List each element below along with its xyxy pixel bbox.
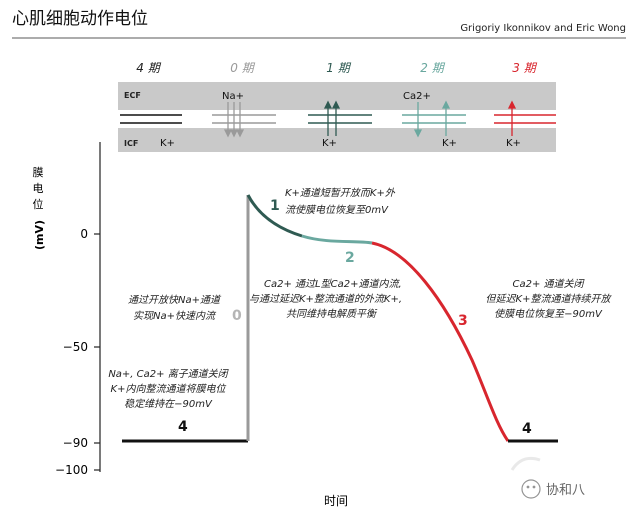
y-axis-label-char: 位 bbox=[33, 197, 44, 211]
chat-bubble-icon bbox=[521, 479, 541, 499]
phase-title-4: 4 期 bbox=[136, 61, 161, 75]
ion-label-k-phase3: K+ bbox=[506, 138, 521, 149]
annotation-phase2: Ca2+ 通过L型Ca2+通道内流, 与通过延迟K+整流通道的外流K+, 共同维… bbox=[249, 278, 402, 320]
ion-label-k-phase4: K+ bbox=[160, 138, 175, 149]
phase-title-1: 1 期 bbox=[326, 61, 351, 75]
annotation-line: 流使膜电位恢复至0mV bbox=[285, 204, 389, 216]
annotation-line: 实现Na+快速内流 bbox=[133, 310, 217, 322]
y-tick-0: 0 bbox=[80, 227, 88, 241]
y-tick-minus90: −90 bbox=[63, 436, 88, 450]
annotation-line: 稳定维持在−90mV bbox=[124, 398, 213, 410]
phase-title-3: 3 期 bbox=[512, 61, 537, 75]
y-tick-minus100: −100 bbox=[55, 463, 88, 477]
ion-label-k-phase1: K+ bbox=[322, 138, 337, 149]
ion-label-k-phase2: K+ bbox=[442, 138, 457, 149]
annotation-line: 与通过延迟K+整流通道的外流K+, bbox=[249, 293, 402, 305]
page-title: 心肌细胞动作电位 bbox=[12, 9, 148, 29]
annotation-line: 共同维持电解质平衡 bbox=[286, 308, 378, 320]
k-efflux-arrows-phase1 bbox=[323, 100, 341, 136]
annotation-line: K+通道短暂开放而K+外 bbox=[285, 187, 396, 199]
k-efflux-arrow-phase3 bbox=[507, 100, 517, 136]
curve-label-phase0: 0 bbox=[232, 308, 242, 324]
action-potential-curve bbox=[122, 194, 558, 443]
y-tick-minus50: −50 bbox=[63, 340, 88, 354]
annotation-phase4: Na+, Ca2+ 离子通道关闭 K+内向整流通道将膜电位 稳定维持在−90mV bbox=[108, 368, 229, 410]
curve-phase3-repolarization bbox=[371, 241, 510, 442]
y-axis bbox=[94, 142, 101, 472]
ion-label-na-phase0: Na+ bbox=[222, 91, 244, 102]
credit-text: Grigoriy Ikonnikov and Eric Wong bbox=[460, 23, 626, 34]
ca-k-arrows-phase2 bbox=[413, 100, 451, 138]
curve-label-phase4-left: 4 bbox=[178, 419, 188, 435]
phase-title-0: 0 期 bbox=[230, 61, 255, 75]
annotation-line: Ca2+ 通过L型Ca2+通道内流, bbox=[264, 278, 402, 290]
annotation-line: Ca2+ 通道关闭 bbox=[512, 278, 585, 290]
curve-label-phase1: 1 bbox=[270, 198, 280, 214]
curve-phase1-repolarization bbox=[246, 194, 303, 238]
lipid-bilayer-gap bbox=[118, 110, 556, 128]
ecf-label: ECF bbox=[124, 91, 141, 100]
na-influx-arrows bbox=[223, 102, 245, 138]
membrane-panel: ECF ICF K+ Na+ K+ Ca2+ K+ K+ bbox=[118, 82, 556, 152]
ion-label-ca-phase2: Ca2+ bbox=[403, 91, 431, 102]
watermark-logo: 协和八 bbox=[510, 456, 585, 499]
y-axis-label-char: 膜 bbox=[33, 166, 44, 179]
annotation-line: Na+, Ca2+ 离子通道关闭 bbox=[108, 368, 229, 380]
x-axis-label: 时间 bbox=[324, 494, 348, 508]
ion-flow-arrows bbox=[223, 100, 517, 138]
annotation-line: 但延迟K+整流通道持续开放 bbox=[486, 293, 613, 305]
curve-label-phase3: 3 bbox=[458, 313, 468, 329]
phase-title-2: 2 期 bbox=[420, 61, 445, 75]
watermark-text: 协和八 bbox=[546, 483, 585, 498]
annotation-line: 使膜电位恢复至−90mV bbox=[494, 308, 603, 320]
annotation-line: K+内向整流通道将膜电位 bbox=[111, 383, 227, 395]
annotation-phase1: K+通道短暂开放而K+外 流使膜电位恢复至0mV bbox=[285, 187, 396, 216]
curve-label-phase4-right: 4 bbox=[522, 421, 532, 437]
y-axis-unit: (mV) bbox=[33, 220, 46, 250]
curve-phase2-plateau bbox=[301, 234, 373, 245]
annotation-phase3: Ca2+ 通道关闭 但延迟K+整流通道持续开放 使膜电位恢复至−90mV bbox=[486, 278, 613, 320]
annotation-line: 通过开放快Na+通道 bbox=[128, 294, 222, 306]
annotation-phase0: 通过开放快Na+通道 实现Na+快速内流 bbox=[128, 294, 222, 322]
curve-label-phase2: 2 bbox=[345, 250, 355, 266]
watermark-swirl-icon bbox=[510, 456, 541, 471]
y-axis-label-char: 电 bbox=[33, 182, 44, 195]
icf-label: ICF bbox=[124, 139, 138, 148]
